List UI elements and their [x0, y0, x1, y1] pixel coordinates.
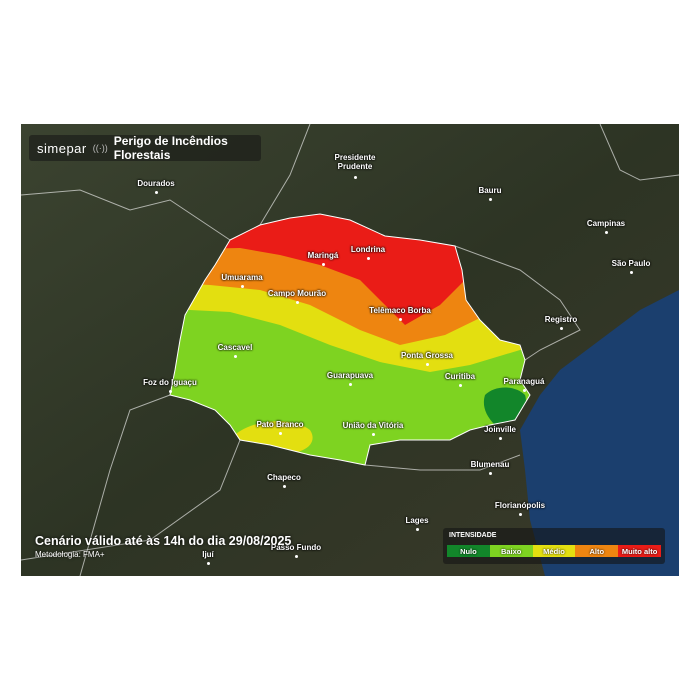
city-label: Guarapuava [326, 371, 374, 380]
city-label: Ijuí [202, 550, 214, 559]
city-label: Pato Branco [256, 420, 304, 429]
city-dot [321, 262, 325, 266]
legend: INTENSIDADE Nulo Baixo Médio Alto Muito alto [443, 528, 665, 564]
city-label: Ponta Grossa [400, 351, 453, 360]
city-label: Curitiba [444, 372, 476, 381]
map: Dourados Presidente Prudente Bauru Campinas… [21, 124, 679, 576]
city-dot [353, 175, 357, 179]
city-dot [154, 190, 158, 194]
city-dot [348, 382, 352, 386]
city-dot [278, 431, 282, 435]
city-label: Passo Fundo [270, 543, 322, 552]
city-dot [488, 197, 492, 201]
footer: Cenário válido até às 14h do dia 29/08/2… [35, 534, 291, 559]
legend-item: Nulo [447, 545, 490, 557]
icon: ((·)) [92, 143, 108, 153]
legend-item: Baixo [489, 545, 533, 557]
header: simepar ((·)) Perigo de Incêndios Flores… [29, 134, 261, 162]
city-label: Maringá [307, 251, 339, 260]
legend-bar: Nulo Baixo Médio Alto Muito alto [447, 545, 661, 557]
brand: simepar [37, 140, 87, 156]
city-label: Telêmaco Borba [369, 306, 431, 315]
city-label: Londrina [350, 245, 386, 254]
city-dot [371, 432, 375, 436]
city-dot [604, 230, 608, 234]
city-dot [498, 436, 502, 440]
legend-title: INTENSIDADE [449, 532, 497, 539]
city-dot [559, 326, 563, 330]
city-dot [415, 527, 419, 531]
state-border [169, 213, 531, 466]
risk-zone [483, 387, 526, 425]
city-label: Lages [405, 516, 429, 525]
city-label: São Paulo [611, 259, 651, 268]
method: Metodologia: FMA+ [35, 550, 105, 559]
city-dot [294, 554, 298, 558]
city-label: Chapeco [267, 473, 301, 482]
city-label: Joinville [483, 425, 516, 434]
city-label: Campinas [586, 219, 626, 228]
city-label: Campo Mourão [267, 289, 327, 298]
city-dot [458, 383, 462, 387]
city-label: Bauru [478, 186, 502, 195]
city-label: Dourados [137, 179, 175, 188]
city-dot [366, 256, 370, 260]
city-label: União da Vitória [342, 421, 404, 430]
city-label: Umuarama [221, 273, 263, 282]
legend-item: Médio [532, 545, 576, 557]
city-dot [398, 317, 402, 321]
city-label: Registro [544, 315, 578, 324]
borders [21, 124, 679, 576]
city-dot [522, 388, 526, 392]
legend-item: Alto [575, 545, 619, 557]
city-dot [282, 484, 286, 488]
city-label: Paranaguá [503, 377, 545, 386]
ocean [520, 290, 679, 576]
title: Perigo de Incêndios Florestais [113, 134, 228, 162]
city-dot [206, 561, 210, 565]
city-label: Foz do Iguaçu [143, 378, 197, 387]
city-dot [168, 389, 172, 393]
city-dot [518, 512, 522, 516]
legend-item: Muito alto [618, 545, 661, 557]
map-layers [21, 124, 679, 576]
city-dot [629, 270, 633, 274]
validity: Cenário válido até às 14h do dia 29/08/2… [35, 534, 292, 548]
city-label: Presidente Prudente [334, 153, 376, 171]
city-dot [425, 362, 429, 366]
city-dot [240, 284, 244, 288]
city-dot [233, 354, 237, 358]
city-label: Cascavel [217, 343, 253, 352]
city-label: Blumenau [470, 460, 510, 469]
city-dot [488, 471, 492, 475]
city-label: Florianópolis [494, 501, 546, 510]
city-dot [295, 300, 299, 304]
